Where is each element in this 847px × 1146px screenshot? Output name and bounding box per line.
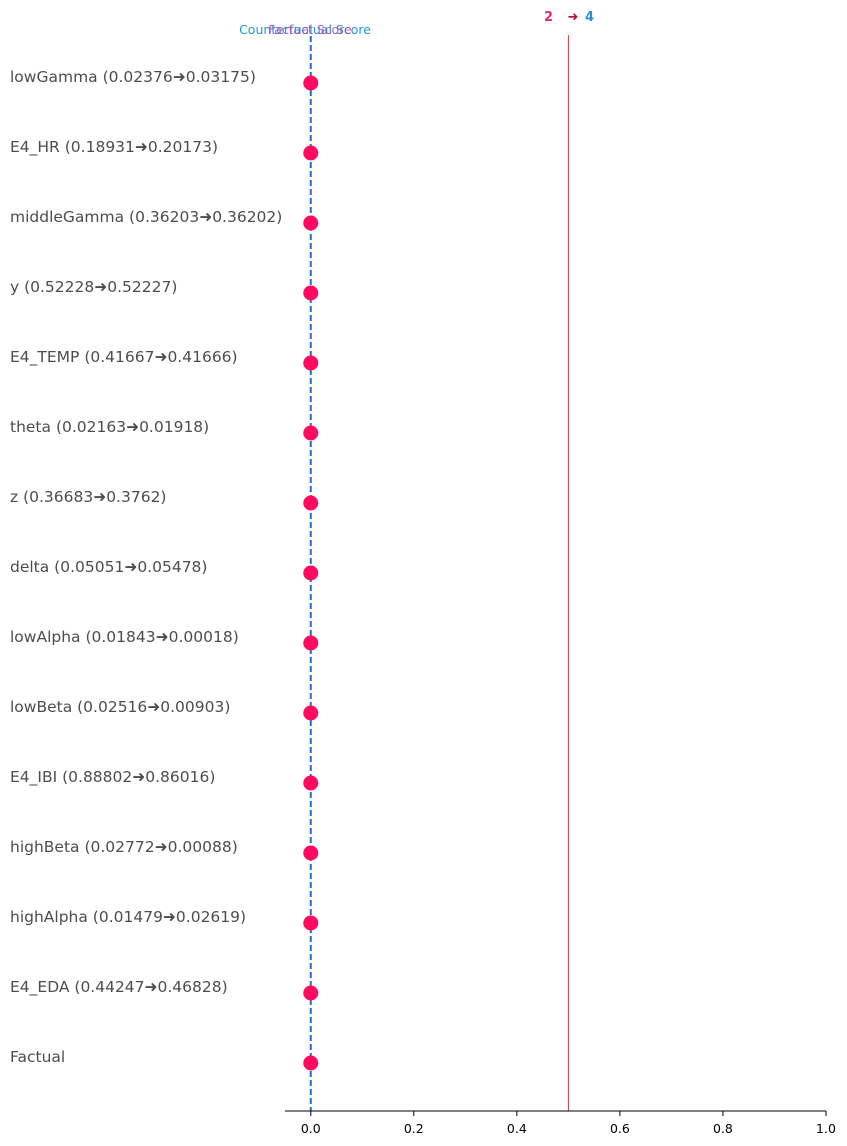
- class-change-label: 2 ➜ 4: [544, 10, 594, 25]
- class-from-label: 2: [544, 10, 553, 25]
- feature-label: E4_IBI (0.88802➜0.86016): [10, 768, 215, 787]
- data-point: [303, 75, 319, 91]
- feature-label: E4_TEMP (0.41667➜0.41666): [10, 348, 238, 367]
- feature-label: theta (0.02163➜0.01918): [10, 418, 209, 436]
- data-point: [303, 635, 319, 651]
- data-point: [303, 565, 319, 581]
- feature-label: E4_EDA (0.44247➜0.46828): [10, 978, 228, 997]
- data-point: [303, 145, 319, 161]
- x-tick-label: 0.6: [610, 1121, 630, 1136]
- data-point: [303, 1055, 319, 1071]
- data-points: [303, 75, 319, 1071]
- data-point: [303, 775, 319, 791]
- feature-label: middleGamma (0.36203➜0.36202): [10, 208, 282, 226]
- data-point: [303, 425, 319, 441]
- factual-score-label: Factual Score: [268, 22, 352, 37]
- class-arrow-icon: ➜: [568, 10, 579, 25]
- x-tick-label: 0.2: [404, 1121, 424, 1136]
- feature-label: lowAlpha (0.01843➜0.00018): [10, 628, 239, 646]
- data-point: [303, 285, 319, 301]
- data-point: [303, 845, 319, 861]
- feature-label: z (0.36683➜0.3762): [10, 488, 166, 506]
- feature-label: highBeta (0.02772➜0.00088): [10, 838, 238, 856]
- feature-label: y (0.52228➜0.52227): [10, 278, 177, 296]
- data-point: [303, 495, 319, 511]
- x-tick-label: 0.0: [301, 1121, 321, 1136]
- top-annotations: Counterfactual Score Factual Score 2 ➜ 4: [239, 10, 594, 37]
- data-point: [303, 215, 319, 231]
- feature-label: E4_HR (0.18931➜0.20173): [10, 138, 218, 157]
- data-point: [303, 915, 319, 931]
- data-point: [303, 985, 319, 1001]
- feature-label: highAlpha (0.01479➜0.02619): [10, 908, 246, 926]
- data-point: [303, 355, 319, 371]
- feature-label: Factual: [10, 1048, 65, 1066]
- feature-label: lowBeta (0.02516➜0.00903): [10, 698, 230, 716]
- data-point: [303, 705, 319, 721]
- counterfactual-score-label: Counterfactual Score: [239, 22, 371, 37]
- class-to-label: 4: [585, 10, 594, 25]
- feature-labels: lowGamma (0.02376➜0.03175) E4_HR (0.18931…: [10, 68, 282, 1066]
- x-axis: 0.0 0.2 0.4 0.6 0.8 1.0: [285, 1110, 836, 1136]
- x-tick-label: 1.0: [816, 1121, 836, 1136]
- x-tick-label: 0.8: [713, 1121, 733, 1136]
- feature-label: delta (0.05051➜0.05478): [10, 558, 207, 576]
- feature-label: lowGamma (0.02376➜0.03175): [10, 68, 256, 86]
- x-tick-label: 0.4: [507, 1121, 527, 1136]
